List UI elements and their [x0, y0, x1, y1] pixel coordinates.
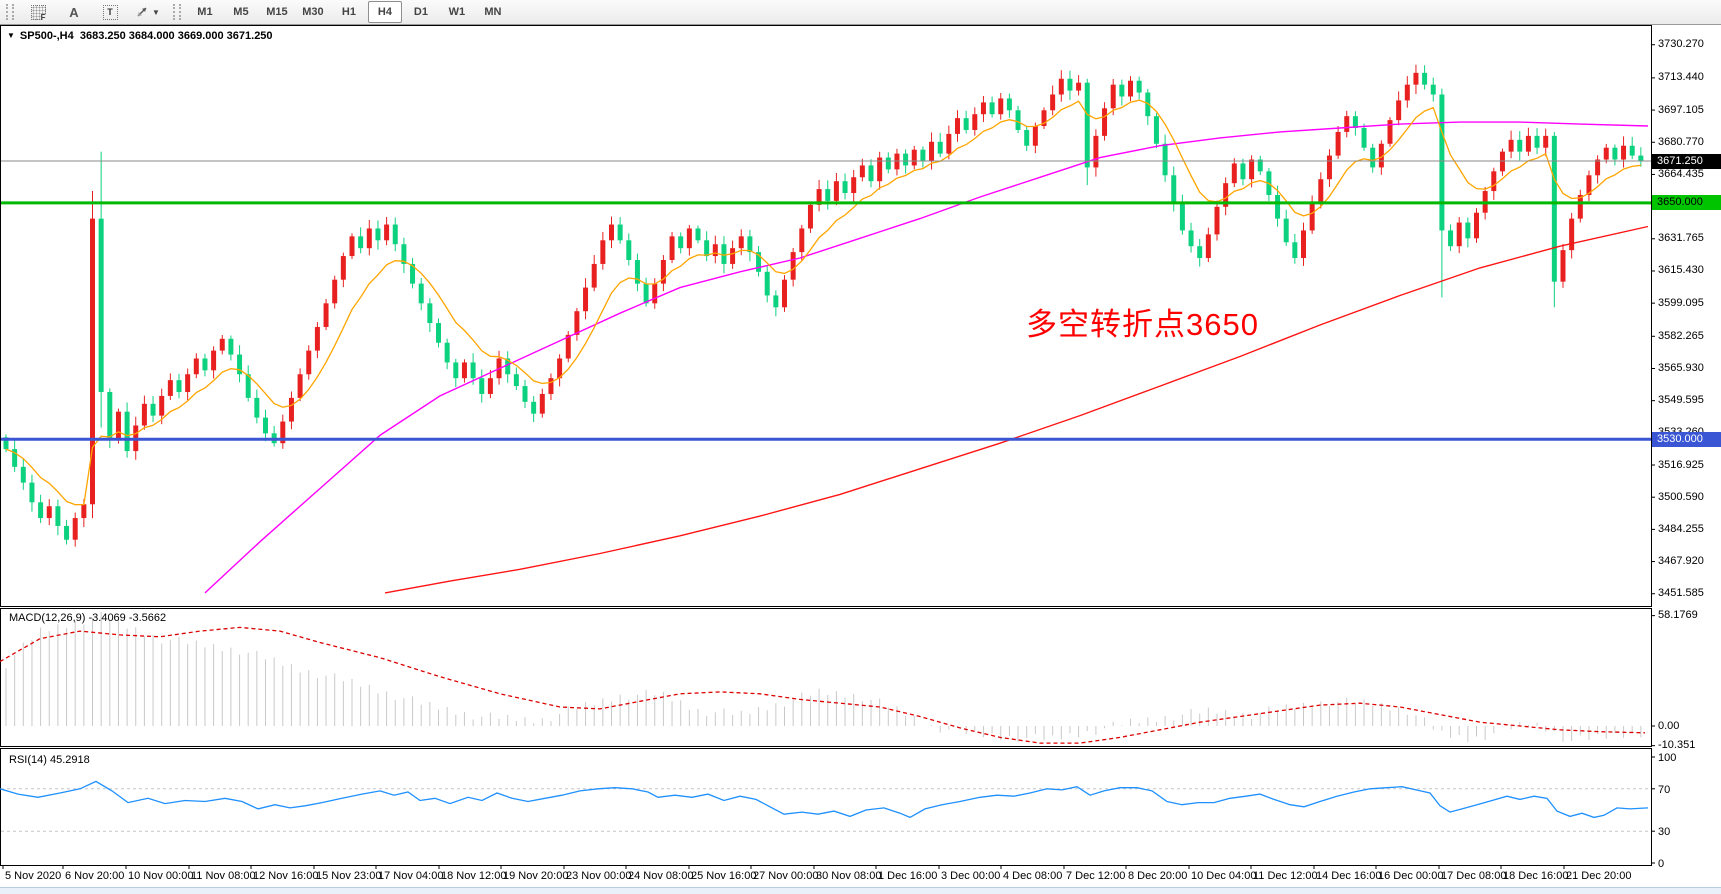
time-axis-label: 27 Nov 00:00 [753, 870, 819, 882]
time-axis-label: 25 Nov 16:00 [691, 870, 757, 882]
macd-values: -3.4069 -3.5662 [88, 612, 167, 624]
price-axis-label: 3697.105 [1658, 103, 1704, 116]
timeframe-mn[interactable]: MN [484, 6, 502, 18]
price-axis-label: 3713.440 [1658, 71, 1704, 84]
price-axis-label: 3631.765 [1658, 232, 1704, 245]
macd-name: MACD(12,26,9) [9, 612, 86, 624]
timeframe-m1[interactable]: M1 [197, 6, 213, 18]
time-axis-label: 18 Nov 12:00 [441, 870, 507, 882]
price-axis-label: 3467.920 [1658, 555, 1704, 568]
rsi-indicator-label: RSI(14) 45.2918 [9, 754, 90, 766]
rsi-axis-label: 0 [1658, 858, 1665, 870]
symbol-period-label: SP500-,H4 [19, 30, 74, 42]
text-label-icon: A [69, 4, 79, 20]
pointer-grid-icon: F [30, 4, 46, 22]
time-axis-label: 18 Dec 16:00 [1503, 870, 1569, 882]
time-axis-label: 19 Nov 20:00 [503, 870, 569, 882]
text-label-tool-button[interactable]: A [57, 1, 91, 23]
price-axis-label: 3565.930 [1658, 361, 1704, 374]
status-strip [0, 887, 1721, 894]
timeframe-m30[interactable]: M30 [302, 6, 324, 18]
price-level-badge: 3671.250 [1652, 153, 1721, 169]
crosshair-grid-tool-button[interactable]: F [21, 1, 55, 23]
price-axis-label: 3599.095 [1658, 296, 1704, 309]
timeframe-h1[interactable]: H1 [341, 6, 356, 18]
toolbar-separator-grip[interactable] [172, 4, 181, 20]
timeframe-m5[interactable]: M5 [233, 6, 249, 18]
time-axis-label: 6 Nov 20:00 [65, 870, 125, 882]
timeframe-h4[interactable]: H4 [367, 1, 402, 23]
timeframe-m15[interactable]: M15 [266, 6, 288, 18]
macd-indicator-label: MACD(12,26,9) -3.4069 -3.5662 [9, 612, 166, 624]
time-axis-label: 15 Nov 23:00 [316, 870, 382, 882]
annotation-text[interactable]: 多空转折点3650 [1026, 307, 1259, 342]
time-axis-label: 12 Nov 16:00 [253, 870, 319, 882]
cycle-arrows-icon [137, 7, 147, 17]
time-axis-label: 14 Dec 16:00 [1316, 870, 1382, 882]
timeframe-d1[interactable]: D1 [413, 6, 428, 18]
time-axis-label: 30 Nov 08:00 [816, 870, 882, 882]
price-level-badge: 3650.000 [1652, 195, 1721, 211]
rsi-axis-label: 30 [1658, 826, 1671, 839]
price-axis-label: 3484.255 [1658, 522, 1704, 535]
price-axis-label: 3680.770 [1658, 135, 1704, 148]
rsi-axis-label: 70 [1658, 783, 1671, 796]
collapse-arrow-icon[interactable]: ▼ [7, 31, 15, 40]
text-box-tool-button[interactable]: T [93, 1, 127, 23]
price-axis-label: 3582.265 [1658, 329, 1704, 342]
macd-axis-label: 0.00 [1658, 719, 1680, 732]
time-axis-label: 17 Nov 04:00 [378, 870, 444, 882]
time-axis-label: 24 Nov 08:00 [628, 870, 694, 882]
rsi-value: 45.2918 [49, 754, 90, 766]
time-axis-label: 5 Nov 2020 [5, 870, 62, 882]
price-axis-label: 3549.595 [1658, 394, 1704, 407]
price-axis-label: 3664.435 [1658, 167, 1704, 180]
time-axis-label: 1 Dec 16:00 [878, 870, 938, 882]
time-axis-label: 3 Dec 00:00 [941, 870, 1001, 882]
macd-axis-label: -10.351 [1658, 739, 1696, 752]
time-axis-label: 4 Dec 08:00 [1003, 870, 1063, 882]
chart-symbol-info[interactable]: ▼ SP500-,H4 3683.250 3684.000 3669.000 36… [7, 30, 273, 42]
ohlc-quote-values: 3683.250 3684.000 3669.000 3671.250 [79, 30, 273, 42]
time-axis-label: 17 Dec 08:00 [1441, 870, 1507, 882]
timeframe-buttons: M1 M5 M15 M30 H1 H4 D1 W1 MN [187, 1, 511, 23]
timeframe-w1[interactable]: W1 [448, 6, 466, 18]
price-axis-label: 3500.590 [1658, 490, 1704, 503]
time-axis-label: 11 Nov 08:00 [191, 870, 256, 882]
time-axis-label: 10 Nov 00:00 [128, 870, 194, 882]
price-level-badge: 3530.000 [1652, 431, 1721, 447]
time-axis-label: 23 Nov 00:00 [566, 870, 632, 882]
time-axis-label: 21 Dec 20:00 [1566, 870, 1632, 882]
macd-axis-label: 58.1769 [1658, 609, 1698, 622]
toolbar-drag-grip[interactable] [6, 4, 14, 20]
time-axis-label: 16 Dec 00:00 [1378, 870, 1444, 882]
rsi-name: RSI(14) [9, 754, 47, 766]
price-axis-label: 3451.585 [1658, 587, 1704, 600]
cycle-lines-tool-button[interactable]: ▼ [129, 1, 166, 23]
chevron-down-icon: ▼ [152, 7, 160, 17]
price-axis-label: 3615.430 [1658, 264, 1704, 277]
time-axis-label: 10 Dec 04:00 [1191, 870, 1257, 882]
time-axis-label: 7 Dec 12:00 [1066, 870, 1126, 882]
price-axis-label: 3730.270 [1658, 38, 1704, 51]
time-axis-label: 11 Dec 12:00 [1253, 870, 1318, 882]
time-axis-label: 8 Dec 20:00 [1128, 870, 1188, 882]
toolbar: F A T ▼ M1 M5 M15 M30 H1 H4 D1 W1 MN [0, 0, 1721, 25]
rsi-axis-label: 100 [1658, 752, 1677, 764]
price-axis-label: 3516.925 [1658, 458, 1704, 471]
text-box-icon: T [102, 4, 118, 20]
